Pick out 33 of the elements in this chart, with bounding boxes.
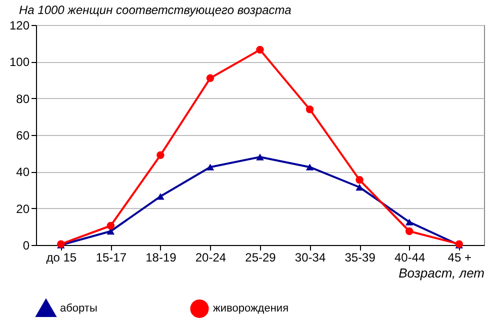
y-tick-label: 80 (16, 92, 30, 106)
point (156, 151, 164, 160)
y-tick-label: 120 (9, 18, 30, 32)
y-tick-label: 0 (22, 238, 30, 252)
point (106, 222, 115, 230)
x-tick-label: 45 + (448, 250, 472, 264)
x-tick-label: до 15 (46, 250, 77, 264)
x-tick-label: 35-39 (344, 250, 376, 264)
point (256, 46, 264, 54)
point (206, 74, 214, 82)
legend-label: аборты (60, 302, 98, 314)
legend-label: живорождения (213, 302, 289, 315)
x-tick-label: 40-44 (394, 250, 426, 264)
y-tick-label: 40 (16, 165, 30, 180)
point (306, 164, 314, 170)
point (206, 164, 214, 170)
x-axis-title: Возраст, лет (398, 266, 485, 280)
y-tick-label: 60 (16, 128, 30, 142)
y-tick-label: 100 (9, 55, 30, 70)
chart-title: На 1000 женщин соответствующего возраста (18, 3, 292, 17)
point (405, 227, 414, 236)
point (356, 184, 364, 191)
x-tick-label: 20-24 (195, 250, 226, 264)
point (306, 105, 314, 114)
x-tick-label: 18-19 (146, 250, 177, 264)
point (405, 218, 414, 226)
x-tick-label: 15-17 (96, 250, 127, 264)
y-tick-label: 20 (16, 202, 30, 216)
point (356, 176, 364, 184)
point (156, 193, 164, 200)
x-tick-label: 30-34 (294, 250, 326, 264)
x-tick-label: 25-29 (245, 250, 276, 264)
point (256, 154, 264, 160)
